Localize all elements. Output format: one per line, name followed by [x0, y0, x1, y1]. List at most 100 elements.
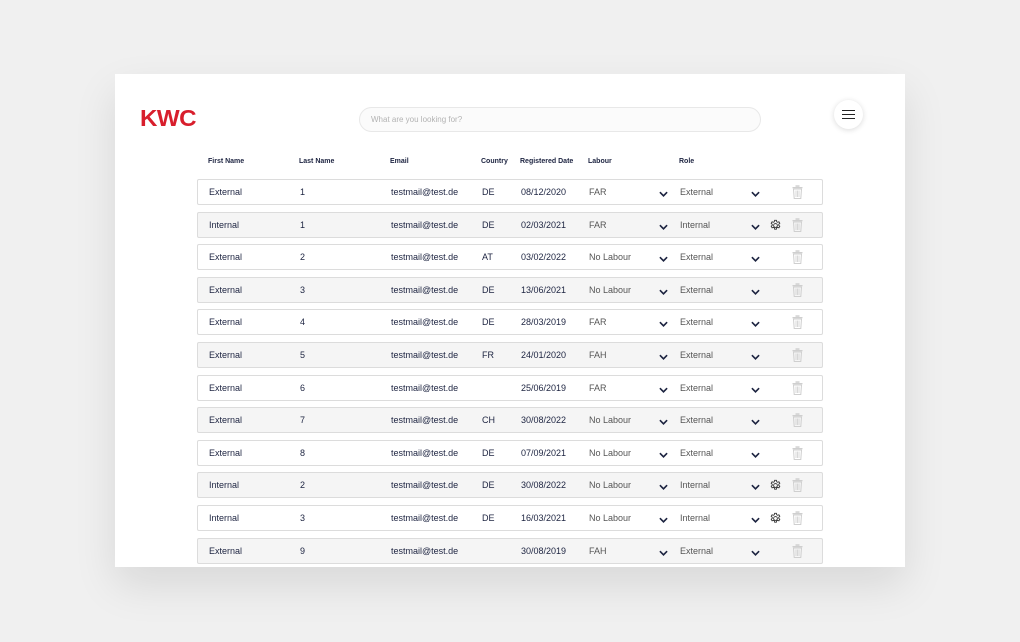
chevron-down-icon[interactable] [659, 319, 668, 328]
chevron-down-icon[interactable] [751, 222, 760, 230]
table-row[interactable]: Internal 3 testmail@test.de DE 16/03/2021 No … [197, 504, 823, 531]
table-row[interactable]: External 4 testmail@test.de DE 28/03/2019 FAR… [197, 309, 823, 336]
labour-select[interactable]: FAH [589, 349, 607, 360]
table-row[interactable]: Internal 2 testmail@test.de DE 30/08/2022 No … [197, 472, 823, 499]
cell-first-name: Internal [209, 219, 240, 230]
gear-icon[interactable] [769, 479, 782, 492]
chevron-down-icon[interactable] [751, 548, 760, 556]
trash-icon[interactable] [792, 283, 803, 297]
labour-select[interactable]: FAR [589, 219, 607, 230]
header-email: Email [390, 158, 409, 165]
trash-icon[interactable] [792, 250, 803, 265]
chevron-down-icon[interactable] [751, 450, 760, 458]
cell-last-name: 2 [300, 480, 306, 491]
trash-icon[interactable] [792, 511, 803, 525]
cell-email: testmail@test.de [391, 187, 459, 197]
cell-first-name: Internal [209, 512, 240, 523]
chevron-down-icon[interactable] [659, 450, 668, 458]
labour-select[interactable]: No Labour [589, 415, 632, 426]
cell-last-name: 1 [300, 187, 306, 197]
cell-first-name: External [209, 382, 243, 393]
table-row[interactable]: External 8 testmail@test.de DE 07/09/2021 No … [197, 439, 823, 466]
header-first-name: First Name [208, 158, 245, 165]
cell-last-name: 1 [300, 219, 306, 230]
role-select[interactable]: External [680, 447, 714, 458]
labour-select[interactable]: FAR [589, 317, 607, 328]
role-select[interactable]: External [680, 382, 714, 393]
labour-select[interactable]: FAR [589, 382, 607, 393]
chevron-down-icon[interactable] [659, 482, 668, 491]
chevron-down-icon[interactable] [659, 515, 668, 523]
labour-select[interactable]: FAR [589, 187, 607, 197]
cell-registered-date: 16/03/2021 [521, 512, 567, 523]
role-select[interactable]: External [680, 252, 714, 263]
search-input[interactable] [359, 107, 761, 132]
table-row[interactable]: External 7 testmail@test.de CH 30/08/2022 No … [197, 407, 823, 434]
role-select[interactable]: External [680, 349, 714, 360]
cell-country: DE [482, 317, 495, 328]
cell-first-name: External [209, 447, 243, 458]
chevron-down-icon[interactable] [751, 385, 760, 393]
table-row[interactable]: External 5 testmail@test.de FR 24/01/2020 FAH… [197, 341, 823, 368]
labour-select[interactable]: FAH [589, 545, 607, 556]
gear-icon[interactable] [769, 219, 782, 232]
chevron-down-icon[interactable] [659, 254, 668, 263]
trash-icon[interactable] [792, 348, 803, 362]
labour-select[interactable]: No Labour [589, 252, 632, 263]
trash-icon[interactable] [792, 446, 803, 460]
chevron-down-icon[interactable] [659, 385, 668, 393]
cell-country: DE [482, 187, 495, 197]
chevron-down-icon[interactable] [751, 515, 760, 523]
chevron-down-icon[interactable] [659, 189, 668, 197]
kwc-logo[interactable]: KWC [140, 105, 197, 131]
gear-icon[interactable] [769, 512, 782, 525]
trash-icon[interactable] [792, 478, 803, 493]
cell-registered-date: 28/03/2019 [521, 317, 567, 328]
role-select[interactable]: External [680, 284, 714, 295]
trash-icon[interactable] [792, 413, 803, 428]
table-row[interactable]: External 9 testmail@test.de 30/08/2019 FAH Ex… [197, 537, 823, 564]
cell-registered-date: 13/06/2021 [521, 284, 567, 295]
role-select[interactable]: Internal [680, 480, 711, 491]
cell-email: testmail@test.de [391, 284, 459, 295]
role-select[interactable]: Internal [680, 512, 711, 523]
trash-icon[interactable] [792, 185, 803, 199]
chevron-down-icon[interactable] [751, 189, 760, 197]
cell-last-name: 3 [300, 284, 306, 295]
table-row[interactable]: External 6 testmail@test.de 25/06/2019 FAR Ex… [197, 374, 823, 401]
menu-button[interactable] [834, 100, 863, 129]
cell-email: testmail@test.de [391, 349, 459, 360]
trash-icon[interactable] [792, 315, 803, 330]
chevron-down-icon[interactable] [659, 287, 668, 295]
labour-select[interactable]: No Labour [589, 480, 632, 491]
labour-select[interactable]: No Labour [589, 512, 632, 523]
role-select[interactable]: External [680, 545, 714, 556]
chevron-down-icon[interactable] [659, 222, 668, 230]
chevron-down-icon[interactable] [751, 417, 760, 426]
table-row[interactable]: External 3 testmail@test.de DE 13/06/2021 No … [197, 276, 823, 303]
trash-icon[interactable] [792, 217, 803, 232]
role-select[interactable]: External [680, 415, 714, 426]
role-select[interactable]: Internal [680, 219, 711, 230]
chevron-down-icon[interactable] [659, 417, 668, 426]
role-select[interactable]: External [680, 187, 714, 197]
chevron-down-icon[interactable] [751, 482, 760, 491]
table-row[interactable]: External 2 testmail@test.de AT 03/02/2022 No … [197, 244, 823, 271]
cell-email: testmail@test.de [391, 415, 459, 426]
table-row[interactable]: External 1 testmail@test.de DE 08/12/2020 FAR… [197, 179, 823, 205]
labour-select[interactable]: No Labour [589, 447, 632, 458]
trash-icon[interactable] [792, 543, 803, 558]
chevron-down-icon[interactable] [751, 254, 760, 263]
chevron-down-icon[interactable] [751, 287, 760, 295]
chevron-down-icon[interactable] [659, 548, 668, 556]
cell-email: testmail@test.de [391, 480, 459, 491]
table-row[interactable]: Internal 1 testmail@test.de DE 02/03/2021 FAR… [197, 211, 823, 238]
chevron-down-icon[interactable] [751, 319, 760, 328]
chevron-down-icon[interactable] [659, 352, 668, 360]
labour-select[interactable]: No Labour [589, 284, 632, 295]
chevron-down-icon[interactable] [751, 352, 760, 360]
role-select[interactable]: External [680, 317, 714, 328]
cell-registered-date: 02/03/2021 [521, 219, 567, 230]
trash-icon[interactable] [792, 380, 803, 395]
cell-email: testmail@test.de [391, 317, 459, 328]
